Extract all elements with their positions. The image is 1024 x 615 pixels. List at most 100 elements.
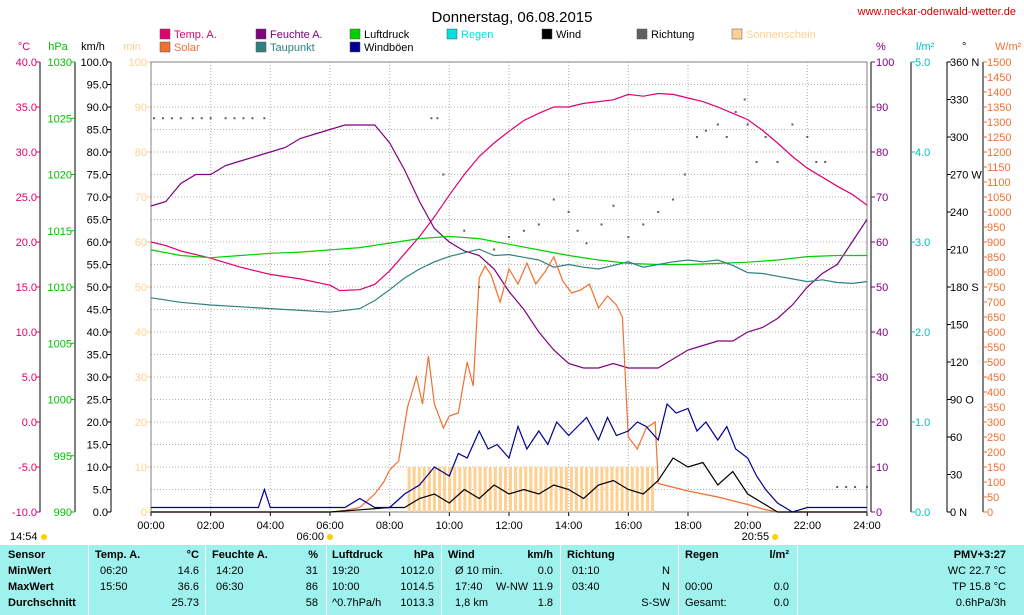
direction-tick-label: 360 N — [950, 57, 979, 69]
direction-point — [576, 229, 579, 232]
solar-tick-label: 950 — [987, 222, 1005, 234]
solar-tick-label: 1300 — [987, 117, 1011, 129]
solar-tick-label: 1200 — [987, 147, 1011, 159]
stats-divider — [560, 545, 561, 615]
humidity-unit-label: % — [876, 41, 886, 53]
humidity-tick-label: 80 — [876, 147, 888, 159]
sunshine-bar — [503, 467, 507, 512]
stats-humidity-time: 06:30 — [216, 581, 244, 593]
solar-tick-label: 50 — [987, 492, 999, 504]
direction-point — [845, 486, 848, 488]
rain-tick-label: 4.0 — [915, 147, 930, 159]
series-line-wind — [151, 457, 867, 513]
stats-temp-value: 25.73 — [171, 597, 199, 609]
legend-swatch — [349, 28, 361, 40]
sunshine-bar — [549, 467, 553, 512]
x-tick-label: 16:00 — [615, 520, 643, 532]
direction-tick-label: 120 — [950, 357, 968, 369]
sun_min-tick-label: 80 — [135, 147, 147, 159]
stats-wind-info: 17:40 — [455, 581, 483, 593]
direction-point — [263, 117, 266, 120]
legend-label: Windböen — [364, 42, 414, 54]
legend-swatch — [446, 28, 458, 40]
direction-point — [672, 198, 675, 201]
stats-pressure-time: 10:00 — [332, 581, 360, 593]
stats-rain-value: 0.0 — [773, 581, 789, 593]
direction-point — [806, 136, 809, 138]
direction-point — [657, 211, 660, 213]
moonrise-label: 14:54 — [10, 531, 38, 543]
solar-tick-label: 1050 — [987, 192, 1011, 204]
solar-tick-label: 1100 — [987, 177, 1011, 189]
direction-point — [734, 111, 737, 113]
direction-point — [725, 136, 728, 138]
sun_min-tick-label: 20 — [135, 417, 147, 429]
stats-temp-time: 06:20 — [100, 565, 128, 577]
site-link[interactable]: www.neckar-odenwald-wetter.de — [857, 6, 1016, 18]
direction-point — [552, 198, 555, 201]
sunshine-bar — [473, 467, 477, 512]
sun-icon — [772, 534, 779, 540]
sunshine-bar — [437, 467, 442, 512]
stats-humidity-value: 31 — [305, 565, 318, 577]
weather-chart: Donnerstag, 06.08.2015 www.neckar-odenwa… — [10, 6, 1022, 543]
x-tick-label: 06:00 — [316, 520, 344, 532]
x-tick-label: 20:00 — [734, 520, 762, 532]
direction-point — [251, 117, 254, 120]
temp-tick-label: 10.0 — [16, 327, 37, 339]
sunshine-bar — [564, 467, 568, 512]
wind-tick-label: 85.0 — [87, 125, 108, 137]
temp-tick-label: 30.0 — [16, 147, 37, 159]
sunshine-bar — [412, 467, 416, 512]
humidity-tick-label: 70 — [876, 192, 888, 204]
stats-wind-direction: W-NW — [496, 581, 529, 593]
pressure-tick-label: 1025 — [48, 113, 72, 125]
legend-label: Richtung — [651, 29, 694, 41]
sunshine-bar — [615, 467, 619, 512]
direction-point — [493, 248, 496, 251]
direction-point — [600, 223, 603, 226]
stats-temp-value: 14.6 — [177, 565, 199, 577]
wind-tick-label: 55.0 — [87, 260, 108, 272]
stats-header-wind: Wind — [448, 549, 475, 561]
legend-swatch — [159, 28, 171, 40]
sun_min-tick-label: 40 — [135, 327, 147, 339]
legend-swatch — [255, 28, 267, 40]
solar-tick-label: 700 — [987, 297, 1005, 309]
direction-point — [743, 98, 746, 101]
stats-divider — [441, 545, 442, 615]
direction-point — [684, 173, 687, 176]
pressure-tick-label: 1010 — [48, 282, 72, 294]
wind-tick-label: 25.0 — [87, 395, 108, 407]
series-line-luftdruck — [150, 235, 867, 266]
sunshine-bar — [569, 467, 573, 512]
x-tick-label: 12:00 — [495, 520, 523, 532]
sun_min-tick-label: 50 — [135, 282, 147, 294]
sunshine-bar — [422, 467, 426, 512]
legend-label: Regen — [461, 29, 493, 41]
direction-point — [612, 204, 615, 207]
stats-header-wind-unit: km/h — [527, 549, 553, 561]
direction-tick-label: 30 — [950, 470, 962, 482]
humidity-tick-label: 20 — [876, 417, 888, 429]
temp-tick-label: 25.0 — [16, 192, 37, 204]
wind-tick-label: 45.0 — [87, 305, 108, 317]
solar-tick-label: 900 — [987, 237, 1005, 249]
direction-point — [224, 117, 227, 120]
sunshine-bar — [478, 467, 482, 512]
stats-wind-info: 1,8 km — [455, 597, 489, 609]
chart-title: Donnerstag, 06.08.2015 — [432, 9, 593, 26]
direction-point — [866, 486, 868, 488]
direction-point — [537, 223, 540, 226]
legend-label: Taupunkt — [270, 42, 315, 54]
temp-tick-label: -5.0 — [18, 462, 37, 474]
rain-tick-label: 5.0 — [915, 57, 930, 69]
wind-tick-label: 90.0 — [87, 102, 108, 114]
direction-point — [242, 117, 245, 120]
sunshine-bar — [635, 467, 639, 512]
plot-area — [150, 61, 868, 513]
wind-tick-label: 80.0 — [87, 147, 108, 159]
solar-tick-label: 300 — [987, 417, 1005, 429]
sunshine-bar — [640, 467, 644, 512]
statistics-panel: Sensor Temp. A. °C Feuchte A.% Luftdruck hPa W… — [0, 545, 1024, 615]
